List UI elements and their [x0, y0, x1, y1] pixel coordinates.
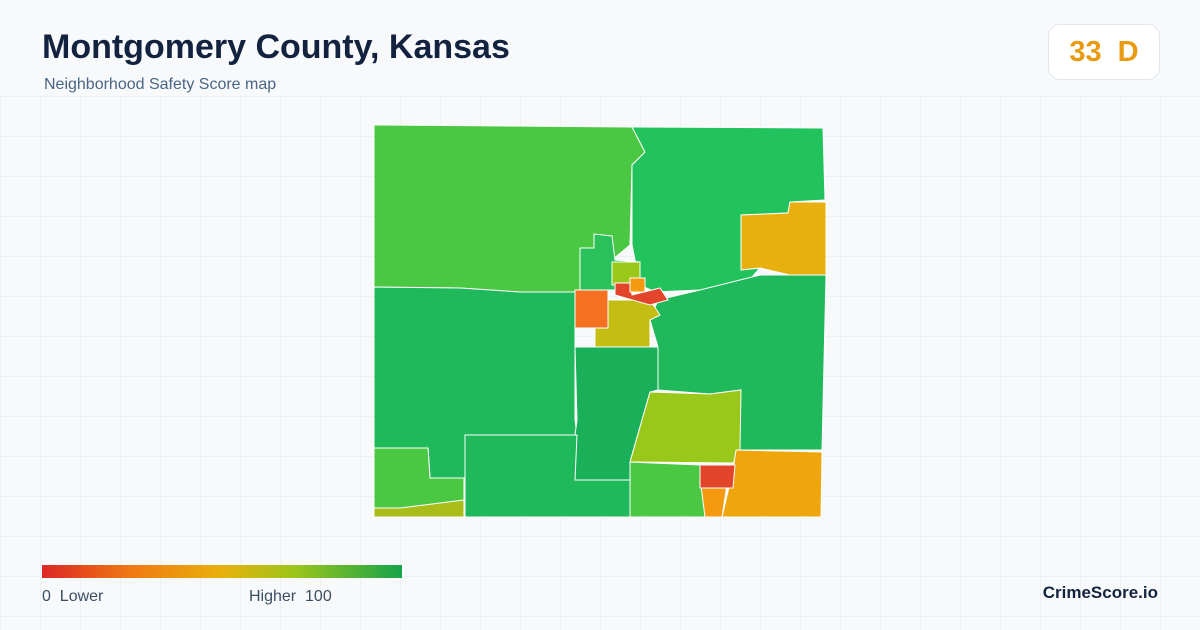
county-map — [373, 124, 827, 518]
score: 33 — [1069, 35, 1102, 68]
score-badge: 33 D — [1048, 24, 1160, 80]
region — [629, 461, 706, 518]
legend-min: 0 — [42, 588, 51, 605]
legend-min-group: 0 Lower — [42, 588, 103, 606]
legend-max-label: Higher — [249, 588, 297, 605]
legend-min-label: Lower — [59, 588, 104, 605]
legend-max-group: Higher 100 — [249, 588, 332, 606]
grade: D — [1117, 35, 1139, 68]
brand: CrimeScore.io — [1042, 583, 1158, 602]
legend-gradient — [42, 565, 402, 578]
title: Montgomery County, Kansas — [42, 28, 510, 66]
legend-max: 100 — [305, 588, 332, 605]
region — [699, 464, 736, 489]
subtitle: Neighborhood Safety Score map — [44, 76, 277, 93]
region — [629, 277, 646, 293]
region — [574, 289, 609, 329]
region — [373, 447, 465, 509]
region — [721, 449, 823, 518]
